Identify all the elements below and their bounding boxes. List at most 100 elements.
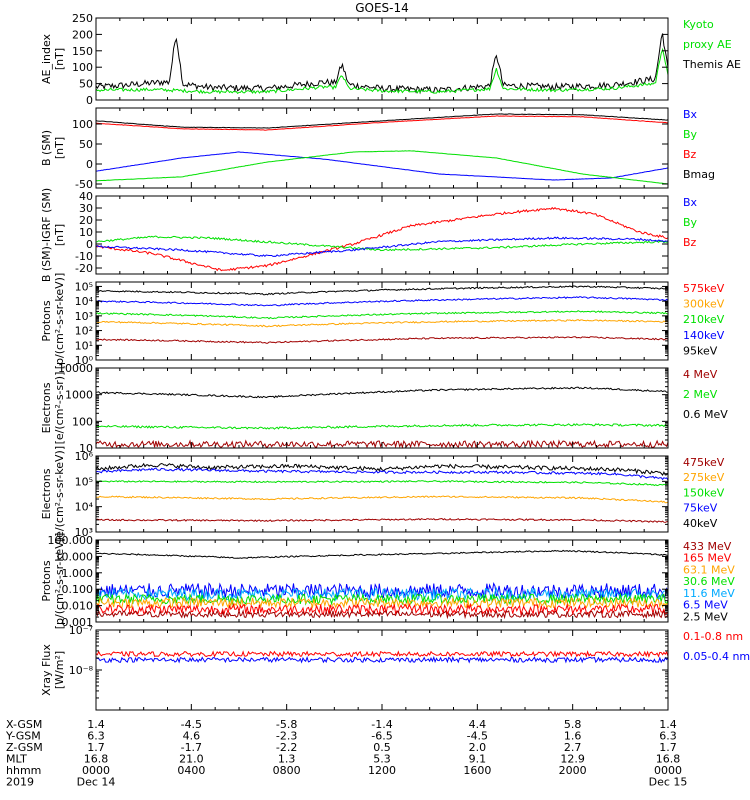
legend-entry: Bx [683, 196, 698, 209]
legend-entry: 11.6 MeV [683, 587, 735, 600]
y-tick-label: 10 [79, 442, 93, 455]
x-axis-value: 0400 [177, 764, 205, 777]
panel-frame [95, 367, 669, 449]
x-axis-value: 1.7 [87, 741, 105, 754]
x-axis-value: 1600 [463, 764, 491, 777]
series-line-1 [95, 386, 669, 399]
y-axis-label: Xray Flux[W/m²] [40, 644, 66, 696]
x-axis-value: 12.9 [560, 753, 585, 766]
x-axis-value: 16.8 [84, 753, 109, 766]
legend-entry: Themis AE [682, 58, 741, 71]
y-tick-label: 100.000 [48, 534, 94, 547]
panel-frame [95, 281, 669, 361]
series-line-2 [95, 296, 669, 307]
series-line-5 [95, 596, 669, 610]
y-tick-label: 10000 [58, 362, 93, 375]
x-axis-row-label: 2019 [6, 776, 34, 789]
panel-8 [95, 629, 669, 711]
legend-entry: 0.1-0.8 nm [683, 630, 743, 643]
y-tick-label: 10.000 [55, 550, 94, 563]
legend-entry: 275keV [683, 471, 725, 484]
y-tick-label: 10² [75, 325, 93, 338]
x-axis-value: 0000 [654, 764, 682, 777]
y-tick-label: 0.100 [62, 583, 94, 596]
series-line-1 [95, 113, 669, 129]
legend-entry: 433 MeV [683, 540, 732, 553]
y-axis-label: Electrons[e/(cm²-s-sr-keV)] [40, 446, 66, 542]
y-axis-label: Protons[p/(cm²-s-sr-keV)] [40, 533, 66, 630]
y-tick-label: 10⁰ [75, 354, 94, 367]
legend-entry: 40keV [683, 517, 718, 530]
x-axis-value: 2.7 [564, 741, 582, 754]
panel-6 [95, 455, 669, 533]
x-axis-value: 0000 [82, 764, 110, 777]
series-line-2 [95, 235, 668, 252]
series-line-3 [95, 236, 669, 258]
y-tick-label: 1.000 [62, 567, 94, 580]
y-tick-label: 30 [79, 202, 93, 215]
legend-entry: 165 MeV [683, 552, 732, 565]
legend-entry: 0.05-0.4 nm [683, 650, 750, 663]
legend-entry: 575keV [683, 282, 725, 295]
y-tick-label: 0 [86, 94, 93, 107]
legend-entry: 2 MeV [683, 388, 718, 401]
legend-entry: 475keV [683, 456, 725, 469]
legend-entry: 2.5 MeV [683, 610, 728, 623]
y-tick-label: 0 [86, 158, 93, 171]
y-tick-label: 150 [72, 45, 93, 58]
x-axis-row-label: Y-GSM [5, 730, 41, 743]
legend-entry: By [683, 216, 698, 229]
series-line-2 [95, 115, 669, 131]
legend-entry: 63.1 MeV [683, 563, 735, 576]
x-axis-row-label: X-GSM [6, 718, 42, 731]
legend-entry: By [683, 128, 698, 141]
x-axis-value: -5.8 [276, 718, 297, 731]
series-line-6 [95, 602, 669, 616]
panel-frame [95, 107, 669, 189]
y-tick-label: 100 [72, 118, 93, 131]
y-tick-label: 0 [86, 238, 93, 251]
y-tick-label: -20 [75, 262, 93, 275]
series-line-1 [95, 206, 669, 272]
y-tick-label: 250 [72, 12, 93, 25]
y-tick-label: 10⁵ [75, 280, 93, 293]
legend-entry: Bx [683, 108, 698, 121]
y-tick-label: 10⁻⁸ [69, 664, 94, 677]
y-tick-label: 50 [79, 138, 93, 151]
x-axis-value: 1.7 [659, 741, 677, 754]
series-line-4 [95, 495, 669, 504]
legend-entry: 6.5 MeV [683, 599, 728, 612]
y-tick-label: 10⁴ [75, 295, 94, 308]
y-tick-label: 100 [72, 415, 93, 428]
x-axis-value: Dec 14 [77, 776, 116, 789]
x-axis-value: 1.6 [564, 730, 582, 743]
x-axis-value: -4.5 [467, 730, 488, 743]
legend-entry: 210keV [683, 313, 725, 326]
x-axis-value: 1.4 [87, 718, 105, 731]
legend-entry: 95keV [683, 344, 718, 357]
series-line-5 [95, 517, 669, 523]
y-tick-label: 20 [79, 214, 93, 227]
legend-entry: 4 MeV [683, 368, 718, 381]
y-tick-label: 10⁶ [75, 450, 94, 463]
series-line-1 [95, 33, 669, 95]
panel-frame [95, 629, 669, 711]
series-line-7 [95, 609, 669, 620]
x-axis-value: 1.4 [659, 718, 677, 731]
y-tick-label: 100 [72, 61, 93, 74]
x-axis-value: 1.3 [278, 753, 296, 766]
x-axis-value: -4.5 [181, 718, 202, 731]
y-tick-label: 10³ [75, 310, 93, 323]
x-axis-value: 9.1 [469, 753, 487, 766]
legend-entry: 300keV [683, 298, 725, 311]
legend-entry: 150keV [683, 486, 725, 499]
legend-entry: 30.6 MeV [683, 575, 735, 588]
series-line-3 [95, 480, 669, 487]
x-axis-value: 1200 [368, 764, 396, 777]
y-tick-label: 40 [79, 190, 93, 203]
x-axis-value: -6.5 [371, 730, 392, 743]
series-line-4 [96, 150, 669, 185]
x-axis-value: 5.3 [373, 753, 391, 766]
series-line-1 [95, 462, 669, 477]
